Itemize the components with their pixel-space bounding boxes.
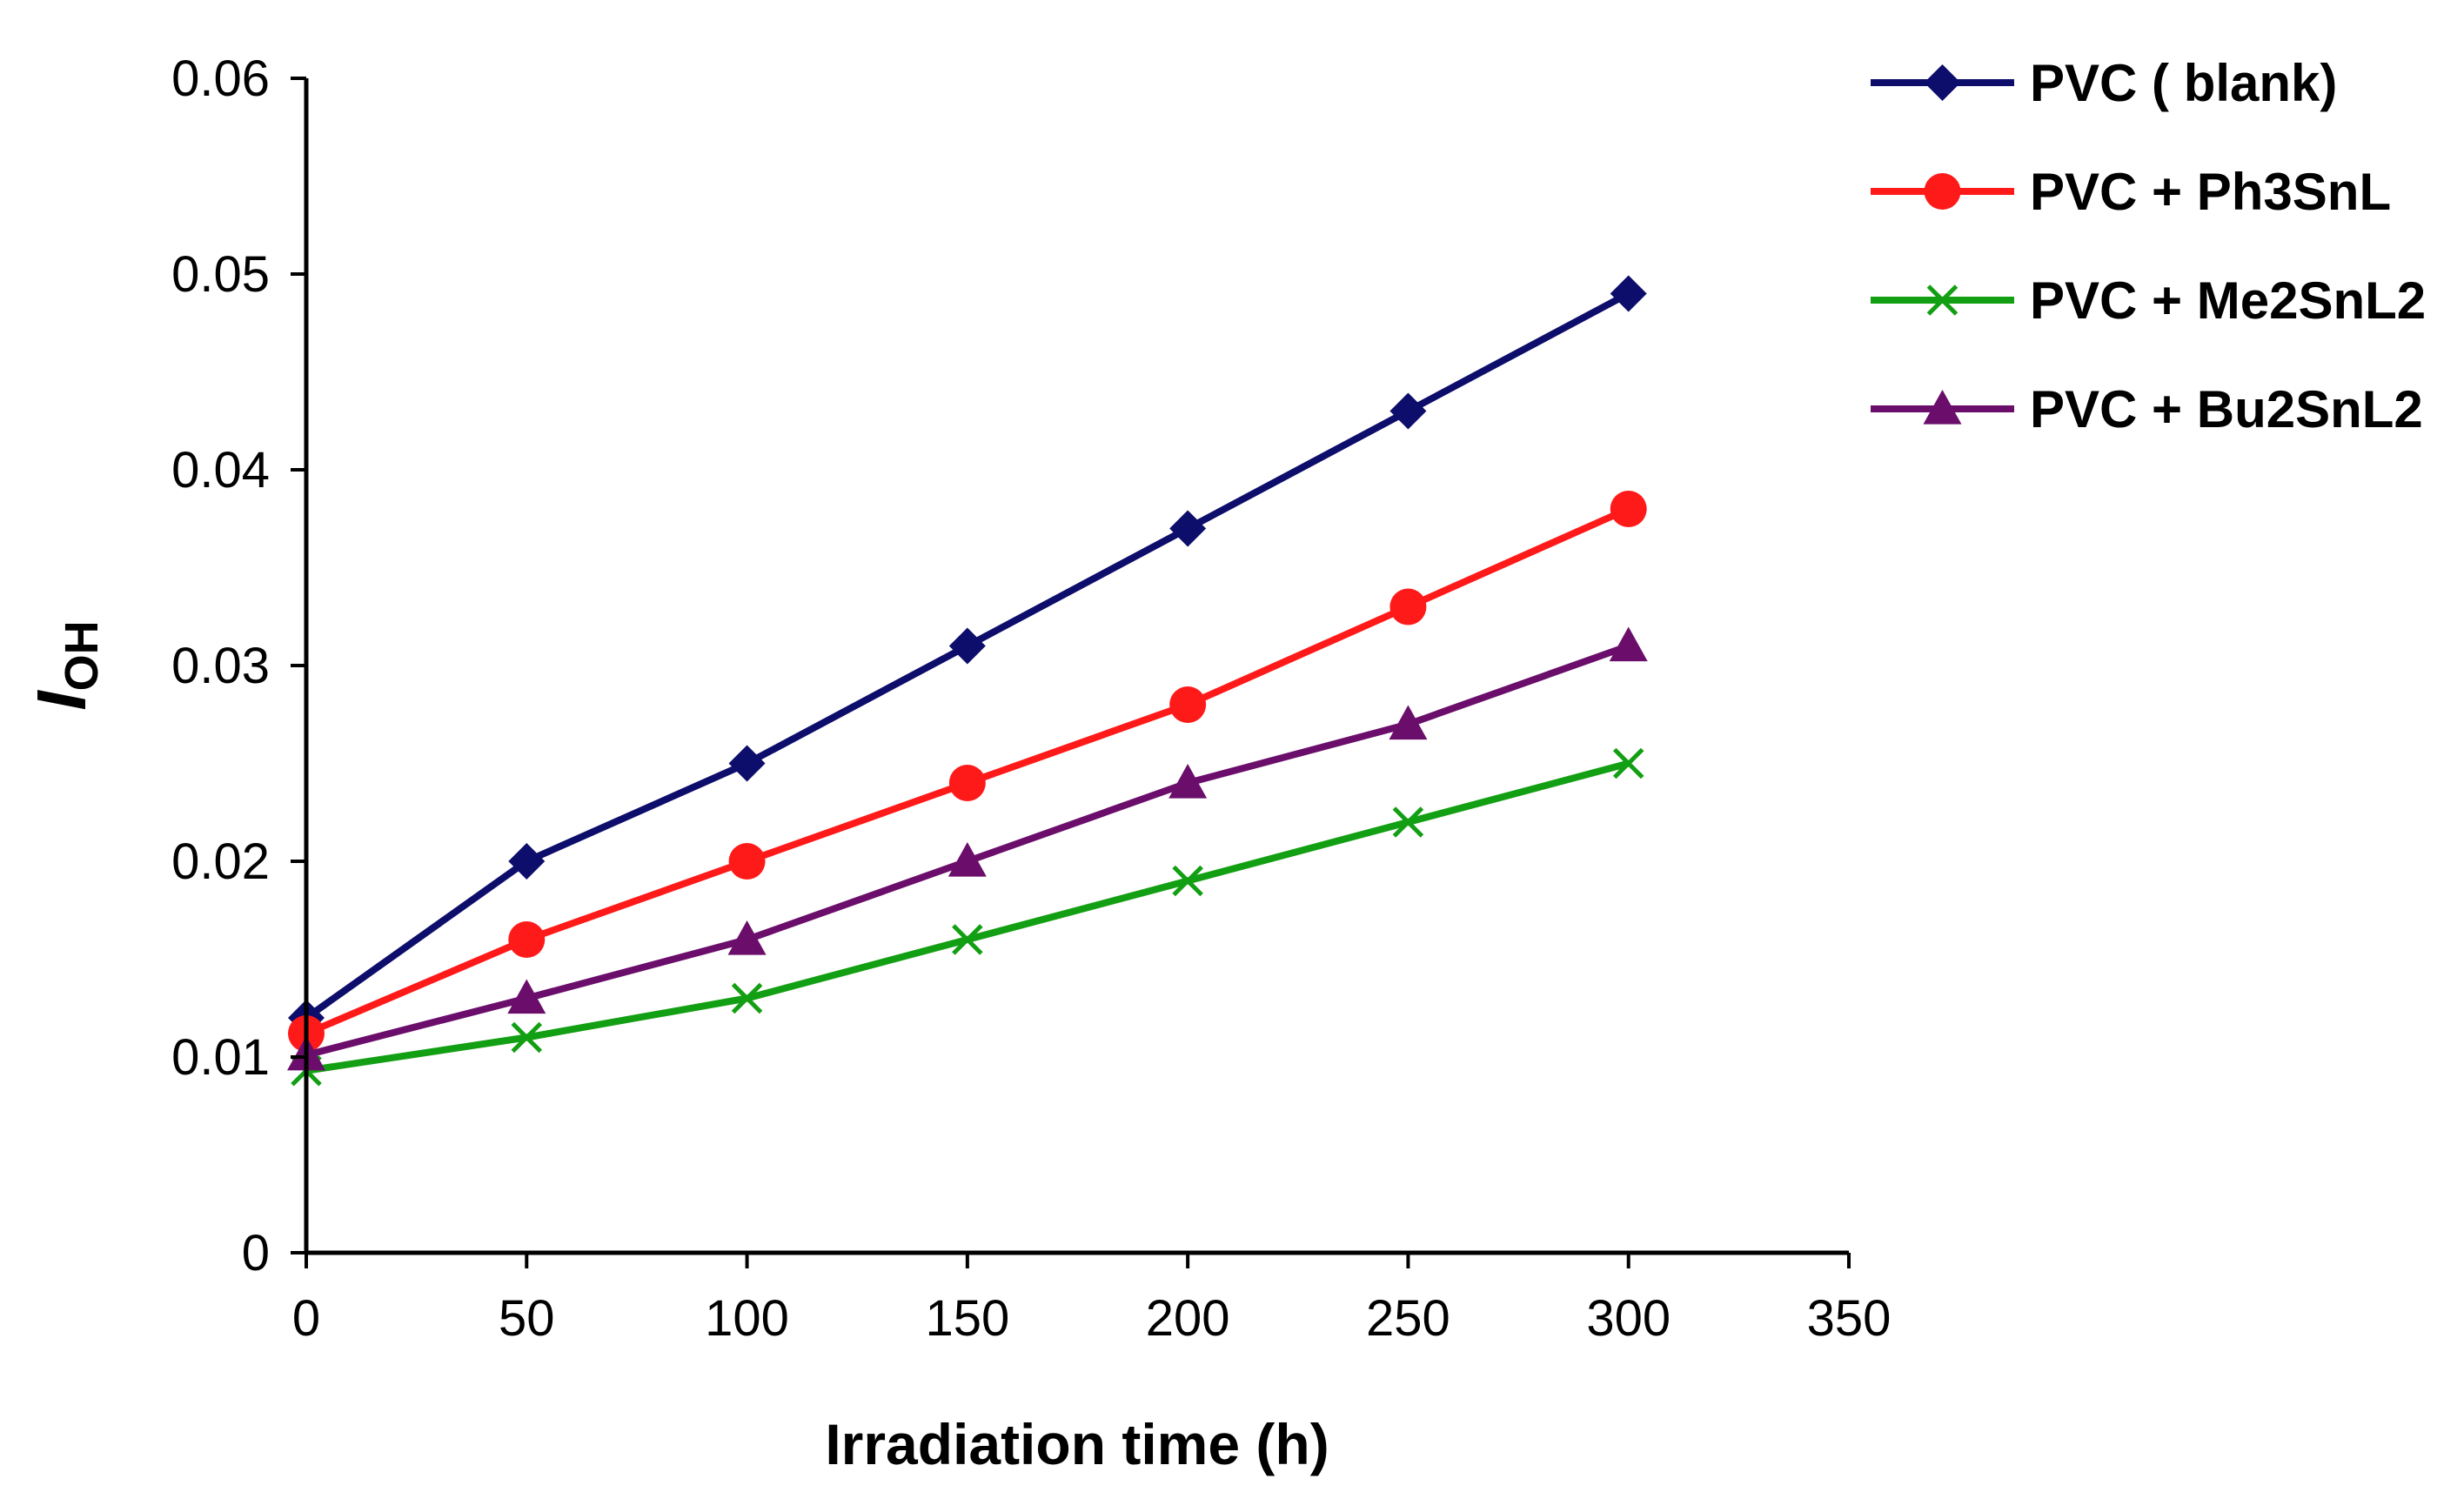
data-point — [948, 627, 986, 665]
data-point — [1610, 491, 1647, 527]
data-point — [507, 979, 546, 1014]
legend-item: PVC + Ph3SnL — [1871, 163, 2391, 221]
x-tick-label: 150 — [925, 1290, 1009, 1347]
series-layer — [287, 275, 1648, 1087]
series-3 — [291, 747, 1644, 1087]
data-point — [1609, 626, 1648, 662]
legend-label: PVC + Bu2SnL2 — [2030, 380, 2423, 438]
svg-text:IOH: IOH — [23, 620, 108, 710]
data-point — [511, 1021, 543, 1054]
x-tick-label: 300 — [1586, 1290, 1671, 1347]
data-point — [508, 921, 546, 958]
data-point — [728, 745, 766, 782]
data-point — [1389, 588, 1427, 626]
x-tick-label: 200 — [1146, 1290, 1230, 1347]
data-point — [1389, 705, 1428, 740]
data-point — [1169, 686, 1207, 723]
x-axis-title: Irradiation time (h) — [825, 1412, 1329, 1476]
y-tick-label: 0.05 — [171, 246, 270, 303]
legend-item: PVC + Me2SnL2 — [1871, 271, 2426, 330]
x-tick-label: 0 — [292, 1290, 320, 1347]
legend-marker — [1924, 173, 1961, 210]
y-tick-label: 0 — [242, 1225, 270, 1281]
data-point — [1610, 275, 1647, 312]
data-point — [1612, 747, 1644, 779]
data-point — [948, 765, 986, 801]
y-tick-label: 0.04 — [171, 442, 270, 498]
data-point — [1172, 865, 1203, 897]
legend: PVC ( blank) PVC + Ph3SnL PVC + Me2SnL2 PVC… — [1871, 54, 2426, 438]
x-tick-label: 350 — [1807, 1290, 1892, 1347]
legend-marker — [1923, 390, 1962, 425]
data-point — [1168, 764, 1208, 799]
y-tick-label: 0.06 — [171, 50, 270, 107]
data-point — [1392, 806, 1424, 838]
series-1 — [288, 275, 1647, 1036]
legend-item: PVC + Bu2SnL2 — [1871, 380, 2423, 438]
data-point — [508, 843, 546, 880]
data-point — [952, 924, 983, 955]
axes-layer — [304, 78, 1849, 1255]
series-line — [305, 759, 1630, 1074]
series-2 — [288, 491, 1647, 1052]
series-4 — [287, 626, 1648, 1071]
x-tick-label: 100 — [705, 1290, 789, 1347]
legend-item: PVC ( blank) — [1871, 54, 2337, 112]
y-axis-title-subscript: OH — [56, 620, 108, 691]
legend-label: PVC ( blank) — [2030, 54, 2337, 112]
data-point — [731, 982, 763, 1014]
data-point — [727, 920, 767, 955]
legend-label: PVC + Me2SnL2 — [2030, 271, 2426, 330]
y-tick-label: 0.02 — [171, 833, 270, 890]
data-point — [947, 842, 987, 877]
y-tick-label: 0.01 — [171, 1029, 270, 1086]
x-tick-label: 250 — [1366, 1290, 1450, 1347]
y-axis-title-main: I — [23, 690, 100, 711]
data-point — [1389, 392, 1427, 430]
legend-marker — [1924, 64, 1961, 101]
ticks-layer: 0 0.01 0.02 0.03 0.04 0.05 0.06 0 50 100 150 200 250… — [171, 50, 1891, 1347]
legend-label: PVC + Ph3SnL — [2030, 163, 2391, 221]
data-point — [728, 843, 766, 880]
x-tick-label: 50 — [499, 1290, 555, 1347]
y-axis-title: IOH — [23, 620, 108, 710]
y-tick-label: 0.03 — [171, 638, 270, 694]
data-point — [1169, 510, 1207, 547]
legend-marker — [1926, 284, 1958, 316]
